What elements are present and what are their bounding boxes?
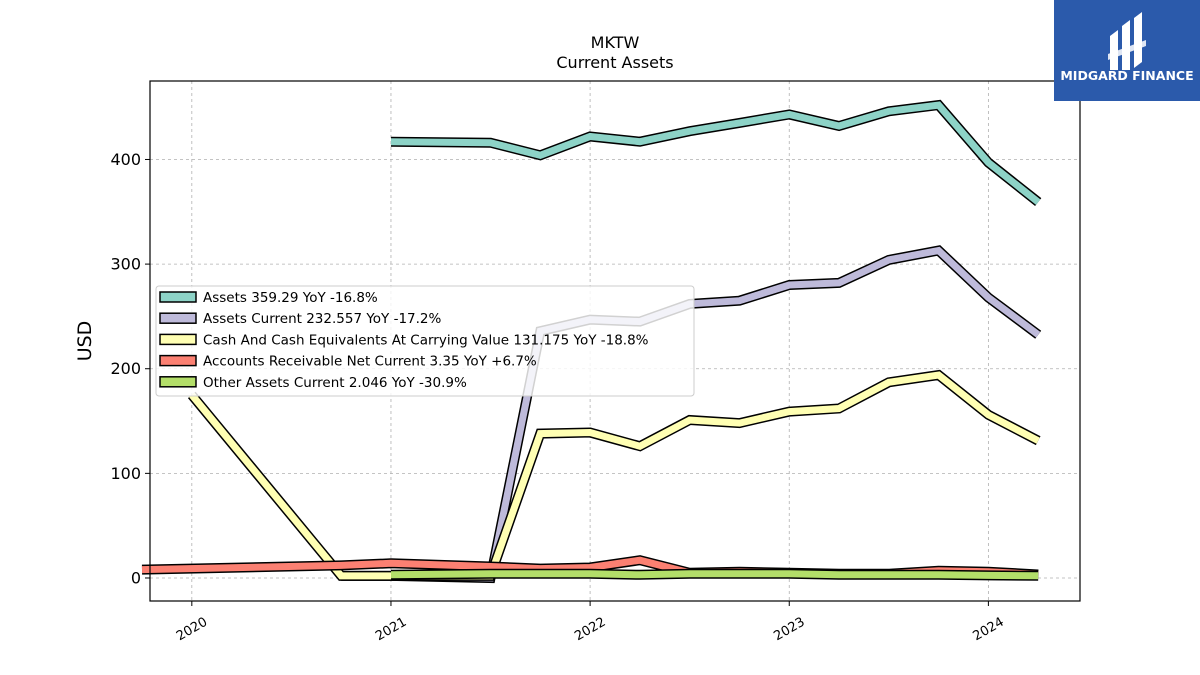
- legend: Assets 359.29 YoY -16.8% Assets Current 2…: [155, 285, 695, 397]
- series-4: [390, 568, 1039, 581]
- legend-item: Accounts Receivable Net Current 3.35 YoY…: [159, 354, 537, 370]
- series-line: [390, 101, 1041, 205]
- plot-frame: [149, 80, 1081, 602]
- series-line: [390, 570, 1039, 580]
- legend-label: Other Assets Current 2.046 YoY -30.9%: [203, 375, 467, 391]
- legend-swatch: [159, 333, 197, 346]
- legend-swatch: [159, 376, 197, 388]
- legend-item: Other Assets Current 2.046 YoY -30.9%: [159, 375, 467, 391]
- y-tick-label: 300: [110, 255, 141, 274]
- x-tick-label: 2021: [373, 615, 409, 645]
- x-tick-label: 2022: [572, 615, 608, 645]
- grid: [150, 81, 1080, 601]
- brand-logo: MIDGARD FINANCE: [1054, 0, 1200, 101]
- chart-title: MKTW: [591, 33, 640, 52]
- y-tick-label: 200: [110, 359, 141, 378]
- series-1: [341, 245, 1042, 584]
- chart-subtitle: Current Assets: [556, 53, 673, 72]
- x-tick-label: 2024: [971, 615, 1007, 645]
- series-line: [341, 246, 1041, 582]
- y-tick-label: 0: [131, 568, 141, 587]
- x-tick-label: 2020: [174, 615, 210, 645]
- series-line: [189, 371, 1040, 580]
- y-tick-label: 400: [110, 150, 141, 169]
- legend-item: Cash And Cash Equivalents At Carrying Va…: [159, 332, 649, 348]
- legend-swatch: [159, 291, 197, 303]
- series-layer: [141, 99, 1042, 584]
- legend-item: Assets 359.29 YoY -16.8%: [159, 290, 378, 306]
- legend-box: [155, 285, 695, 397]
- logo-mark-icon: [1108, 12, 1146, 70]
- logo-text: MIDGARD FINANCE: [1060, 68, 1193, 83]
- series-line-outline: [390, 99, 1042, 207]
- x-tick-label: 2023: [771, 615, 807, 645]
- y-tick-label: 100: [110, 464, 141, 483]
- legend-label: Assets 359.29 YoY -16.8%: [203, 290, 378, 306]
- legend-label: Accounts Receivable Net Current 3.35 YoY…: [203, 354, 537, 370]
- legend-item: Assets Current 232.557 YoY -17.2%: [159, 311, 442, 327]
- legend-swatch: [159, 312, 197, 324]
- series-2: [187, 369, 1041, 581]
- y-axis-label: USD: [74, 321, 96, 362]
- legend-swatch: [159, 354, 197, 367]
- legend-label: Assets Current 232.557 YoY -17.2%: [203, 311, 442, 327]
- legend-label: Cash And Cash Equivalents At Carrying Va…: [203, 332, 649, 348]
- series-0: [390, 99, 1042, 207]
